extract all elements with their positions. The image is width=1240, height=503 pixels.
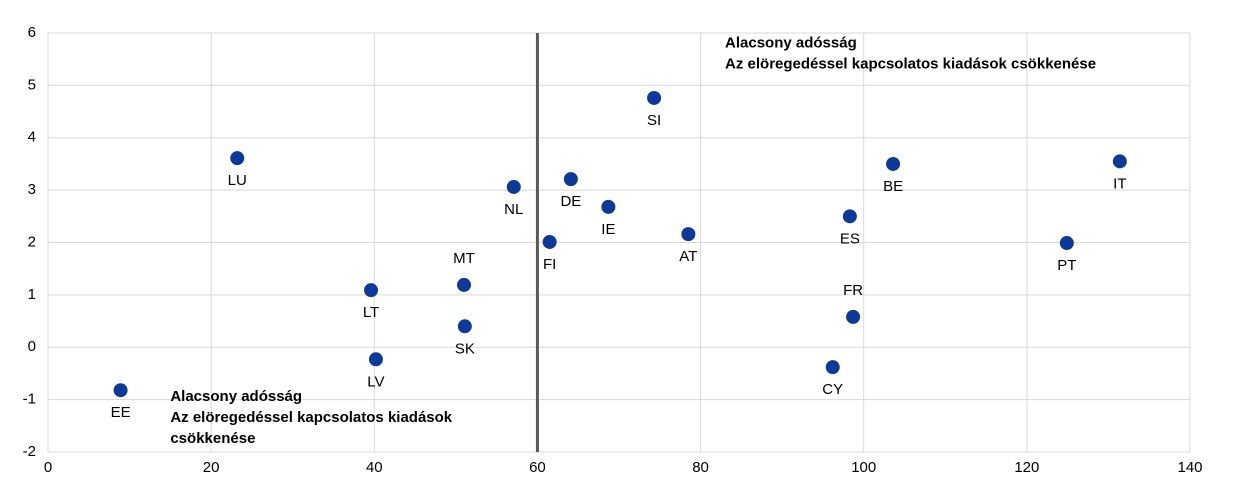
point xyxy=(601,199,616,214)
annotation: Az elöregedéssel kapcsolatos kiadások cs… xyxy=(725,55,1096,72)
point xyxy=(842,209,857,224)
point-label: LV xyxy=(367,373,384,390)
annotation: Az elöregedéssel kapcsolatos kiadások xyxy=(170,409,452,426)
point-label: LU xyxy=(228,172,247,189)
y-tick-label: 5 xyxy=(28,76,36,93)
x-tick-label: 120 xyxy=(1014,459,1039,476)
annotation: Alacsony adósság xyxy=(725,34,857,51)
point-label: NL xyxy=(504,201,523,218)
point xyxy=(230,151,245,166)
point xyxy=(113,383,128,398)
y-tick-label: -1 xyxy=(23,391,36,408)
x-tick-label: 60 xyxy=(529,459,546,476)
point-label: SK xyxy=(455,340,475,357)
point xyxy=(457,277,472,292)
point-label: ES xyxy=(840,230,860,247)
point xyxy=(825,360,840,375)
annotation: Alacsony adósság xyxy=(170,388,302,405)
point-label: MT xyxy=(453,250,475,267)
point xyxy=(368,352,383,367)
point-label: FR xyxy=(843,282,863,299)
point-label: LT xyxy=(363,304,379,321)
x-tick-label: 80 xyxy=(692,459,709,476)
point xyxy=(506,179,521,194)
point xyxy=(681,227,696,242)
point-label: PT xyxy=(1057,257,1076,274)
point xyxy=(886,156,901,171)
y-tick-label: 6 xyxy=(28,24,36,41)
point-label: AT xyxy=(679,248,697,265)
point xyxy=(1059,236,1074,251)
point xyxy=(846,309,861,324)
point-label: IE xyxy=(601,221,615,238)
point-label: FI xyxy=(543,256,556,273)
point xyxy=(542,234,557,249)
point xyxy=(647,90,662,105)
x-tick-label: 40 xyxy=(366,459,383,476)
point-label: SI xyxy=(647,112,661,129)
y-tick-label: 2 xyxy=(28,233,36,250)
point-label: IT xyxy=(1113,175,1126,192)
point-label: EE xyxy=(111,404,131,421)
point-label: CY xyxy=(822,381,843,398)
point xyxy=(563,172,578,187)
y-tick-label: 0 xyxy=(28,338,36,355)
annotation: csökkenése xyxy=(170,430,255,447)
x-tick-label: 100 xyxy=(851,459,876,476)
y-tick-label: 1 xyxy=(28,286,36,303)
point xyxy=(457,319,472,334)
y-tick-label: 4 xyxy=(28,129,36,146)
y-tick-label: 3 xyxy=(28,181,36,198)
point xyxy=(1112,154,1127,169)
x-tick-label: 0 xyxy=(44,459,52,476)
point-label: BE xyxy=(883,178,903,195)
y-tick-label: -2 xyxy=(23,443,36,460)
point-label: DE xyxy=(560,193,581,210)
x-tick-label: 140 xyxy=(1177,459,1202,476)
x-tick-label: 20 xyxy=(203,459,220,476)
point xyxy=(364,283,379,298)
